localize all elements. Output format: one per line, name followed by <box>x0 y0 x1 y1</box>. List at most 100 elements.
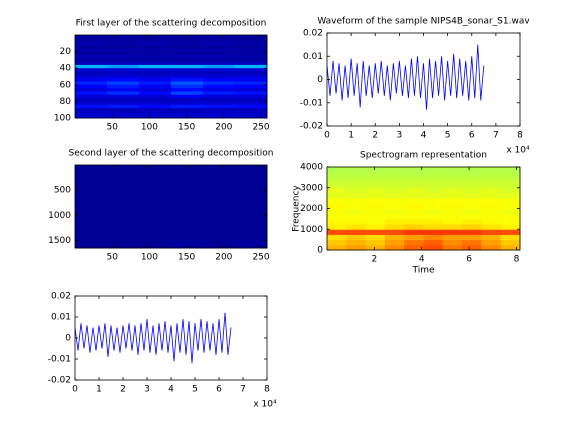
cell <box>75 71 108 76</box>
cell <box>107 48 140 53</box>
x-tick-label: 150 <box>178 123 195 133</box>
cell <box>384 244 405 251</box>
y-tick-label: -0.01 <box>48 355 71 365</box>
cell <box>346 213 367 220</box>
cell <box>75 114 108 119</box>
cell <box>171 173 204 183</box>
cell <box>203 35 236 39</box>
x-tick-label: 6 <box>469 131 475 141</box>
chart-title: Waveform of the sample NIPS4B_sonar_S1.w… <box>317 17 530 27</box>
cell <box>235 111 268 116</box>
cell <box>139 78 172 82</box>
cell <box>346 187 367 194</box>
cell <box>500 229 521 235</box>
cell <box>171 239 204 249</box>
cell <box>235 165 268 174</box>
cell <box>107 173 140 183</box>
cell <box>235 104 268 109</box>
cell <box>171 181 204 191</box>
cell <box>404 218 424 225</box>
cell <box>384 229 405 235</box>
cell <box>139 44 172 49</box>
cell <box>346 172 367 178</box>
cell <box>107 206 140 216</box>
cell <box>423 182 444 189</box>
cell <box>404 198 424 204</box>
y-axis-label: Frequency <box>292 185 302 232</box>
cell <box>171 223 204 232</box>
cell <box>139 74 172 79</box>
cell <box>107 198 140 207</box>
cell <box>346 244 367 251</box>
cell <box>481 229 502 235</box>
x-tick-label: 100 <box>141 123 158 133</box>
cell <box>442 213 463 220</box>
cell <box>75 189 108 199</box>
cell <box>139 206 172 216</box>
cell <box>235 98 268 102</box>
cell <box>346 192 367 199</box>
cell <box>404 208 424 215</box>
cell <box>75 94 108 99</box>
cell <box>423 192 444 199</box>
cell <box>75 64 108 69</box>
cell <box>423 177 444 184</box>
cell <box>171 104 204 109</box>
cell <box>481 244 502 251</box>
cell <box>235 94 268 99</box>
x-tick-label: 3 <box>144 385 150 395</box>
cell <box>327 177 347 184</box>
x-tick-label: 0 <box>324 131 330 141</box>
cell <box>404 224 424 230</box>
cell <box>327 213 347 220</box>
cell <box>442 172 463 178</box>
cell <box>235 44 268 49</box>
cell <box>384 172 405 178</box>
cell <box>171 35 204 39</box>
x-tick-label: 1 <box>96 385 102 395</box>
cell <box>235 239 268 249</box>
cell <box>235 41 268 46</box>
cell <box>500 172 521 178</box>
cell <box>75 51 108 56</box>
cell <box>481 177 502 184</box>
cell <box>442 234 463 241</box>
x-tick-label: 8 <box>514 255 520 265</box>
cell <box>107 61 140 66</box>
cell <box>346 224 367 230</box>
cell <box>75 173 108 183</box>
cell <box>107 44 140 49</box>
cell <box>139 214 172 224</box>
cell <box>203 181 236 191</box>
cell <box>75 181 108 191</box>
cell <box>384 187 405 194</box>
cell <box>462 229 482 235</box>
x-tick-label: 100 <box>141 253 158 263</box>
y-tick-label: 3000 <box>300 183 323 193</box>
cell <box>346 167 367 173</box>
cell <box>139 81 172 86</box>
cell <box>139 104 172 109</box>
cell <box>462 218 482 225</box>
cell <box>107 84 140 89</box>
cell <box>75 48 108 53</box>
cell <box>75 239 108 249</box>
cell <box>404 187 424 194</box>
cell <box>75 111 108 116</box>
cell <box>481 182 502 189</box>
cell <box>203 223 236 232</box>
cell <box>203 68 236 73</box>
cell <box>327 198 347 204</box>
cell <box>365 182 386 189</box>
cell <box>75 98 108 102</box>
cell <box>235 231 268 241</box>
cell <box>75 198 108 207</box>
x-tick-label: 200 <box>215 253 232 263</box>
cell <box>327 182 347 189</box>
cell <box>203 74 236 79</box>
x-tick-label: 7 <box>493 131 499 141</box>
y-tick-label: 1000 <box>48 211 71 221</box>
cell <box>75 91 108 96</box>
cell <box>171 214 204 224</box>
cell <box>346 234 367 241</box>
